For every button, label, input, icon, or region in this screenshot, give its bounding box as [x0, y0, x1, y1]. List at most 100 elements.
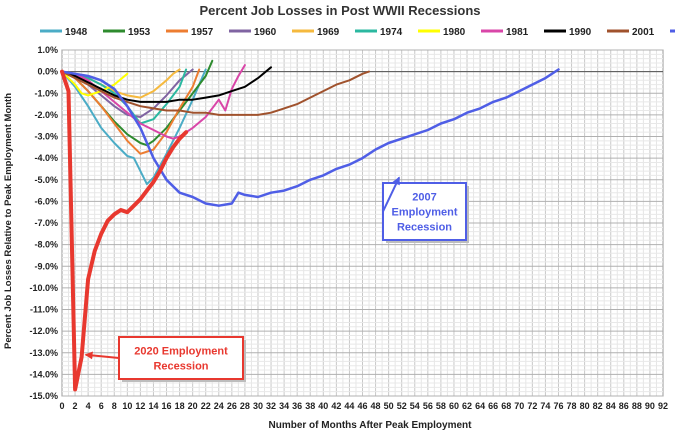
- x-tick-label: 90: [645, 401, 655, 411]
- legend-item-1953: 1953: [103, 27, 151, 38]
- legend-label: 1953: [128, 27, 151, 38]
- x-tick-label: 70: [514, 401, 524, 411]
- x-tick-label: 2: [73, 401, 78, 411]
- y-tick-label: -3.0%: [34, 132, 58, 142]
- x-tick-label: 84: [606, 401, 616, 411]
- x-tick-label: 56: [423, 401, 433, 411]
- series-line-2007: [60, 68, 560, 207]
- x-tick-label: 34: [279, 401, 289, 411]
- x-tick-label: 8: [112, 401, 117, 411]
- x-tick-label: 26: [227, 401, 237, 411]
- series-lines: [60, 59, 560, 392]
- y-tick-label: -6.0%: [34, 196, 58, 206]
- x-tick-label: 62: [462, 401, 472, 411]
- annotations: 2007 Employment Recession 2020 Employment Re…: [84, 176, 469, 382]
- x-tick-label: 14: [148, 401, 158, 411]
- series-line-2001: [61, 70, 370, 116]
- series-line-1980: [61, 70, 129, 97]
- x-tick-label: 12: [135, 401, 145, 411]
- x-tick-label: 32: [266, 401, 276, 411]
- x-tick-label: 80: [580, 401, 590, 411]
- series-line-2020: [60, 69, 189, 392]
- y-tick-label: -14.0%: [29, 369, 58, 379]
- x-tick-label: 46: [357, 401, 367, 411]
- y-tick-label: -10.0%: [29, 283, 58, 293]
- y-tick-label: -2.0%: [34, 110, 58, 120]
- x-tick-label: 30: [253, 401, 263, 411]
- y-tick-label: -1.0%: [34, 88, 58, 98]
- legend-label: 1990: [569, 27, 592, 38]
- x-tick-label: 44: [344, 401, 354, 411]
- legend-item-2007: 2007: [670, 29, 675, 33]
- legend-label: 1960: [254, 27, 277, 38]
- annotation-2007: 2007 Employment Recession: [382, 176, 469, 243]
- y-tick-label: 0.0%: [37, 67, 58, 77]
- x-tick-label: 64: [475, 401, 485, 411]
- x-tick-label: 52: [397, 401, 407, 411]
- x-tick-label: 0: [59, 401, 64, 411]
- annotation-text: Recession: [153, 361, 208, 373]
- x-tick-label: 38: [305, 401, 315, 411]
- y-tick-label: -12.0%: [29, 326, 58, 336]
- y-tick-label: -4.0%: [34, 153, 58, 163]
- legend-label: 1957: [191, 27, 214, 38]
- x-tick-label: 66: [488, 401, 498, 411]
- legend-label: 1948: [65, 27, 88, 38]
- legend-item-2001: 2001: [607, 27, 655, 38]
- x-tick-label: 16: [162, 401, 172, 411]
- legend-item-1980: 1980: [418, 27, 466, 38]
- annotation-text: Recession: [397, 222, 452, 234]
- series-line-1948: [61, 68, 207, 186]
- x-tick-label: 40: [318, 401, 328, 411]
- annotation-arrow: [84, 351, 120, 360]
- x-tick-label: 60: [449, 401, 459, 411]
- legend-label: 1969: [317, 27, 340, 38]
- annotation-box: [118, 336, 244, 380]
- x-tick-label: 50: [384, 401, 394, 411]
- x-tick-label: 20: [188, 401, 198, 411]
- x-tick-label: 28: [240, 401, 250, 411]
- legend-item-1960: 1960: [229, 27, 277, 38]
- x-tick-label: 58: [436, 401, 446, 411]
- y-tick-label: -8.0%: [34, 240, 58, 250]
- y-tick-label: -15.0%: [29, 391, 58, 401]
- legend-label: 1981: [506, 27, 529, 38]
- series-line-1990: [61, 66, 272, 103]
- legend-item-1981: 1981: [481, 27, 529, 38]
- legend-item-1957: 1957: [166, 27, 214, 38]
- x-tick-label: 78: [567, 401, 577, 411]
- x-tick-label: 22: [201, 401, 211, 411]
- x-tick-label: 82: [593, 401, 603, 411]
- x-tick-label: 10: [122, 401, 132, 411]
- x-tick-label: 54: [410, 401, 420, 411]
- annotation-arrow: [382, 176, 401, 212]
- x-tick-label: 24: [214, 401, 224, 411]
- x-tick-label: 86: [619, 401, 629, 411]
- y-axis: 1.0% 0.0% -1.0% -2.0% -3.0% -4.0% -5.0% -6.0% -7…: [29, 45, 58, 401]
- annotation-text: Employment: [391, 207, 457, 219]
- y-tick-label: 1.0%: [37, 45, 58, 55]
- legend-item-1948: 1948: [40, 27, 88, 38]
- x-tick-label: 18: [175, 401, 185, 411]
- legend-label: 1980: [443, 27, 466, 38]
- series-line-1957: [61, 68, 201, 155]
- x-tick-label: 48: [371, 401, 381, 411]
- y-tick-label: -11.0%: [30, 305, 58, 315]
- annotation-text: 2007: [412, 192, 436, 204]
- x-tick-label: 74: [540, 401, 550, 411]
- x-tick-label: 68: [501, 401, 511, 411]
- x-tick-label: 76: [553, 401, 563, 411]
- x-axis: 0 2 4 6 8 10 12 14 16 18 20 22 24 26 28 30 32 34 36 38 40 42 4…: [59, 401, 668, 411]
- y-tick-label: -7.0%: [34, 218, 58, 228]
- legend-item-1990: 1990: [544, 27, 592, 38]
- y-tick-label: -5.0%: [34, 175, 58, 185]
- annotation-2020: 2020 Employment Recession: [84, 336, 246, 382]
- legend-label: 2001: [632, 27, 655, 38]
- annotation-text: 2020 Employment: [134, 346, 228, 358]
- x-tick-label: 6: [99, 401, 104, 411]
- x-tick-label: 42: [331, 401, 341, 411]
- legend: 1948 1953 1957 1960 1969 1974 1980 1981 1990 2001…: [40, 27, 675, 38]
- x-axis-label: Number of Months After Peak Employment: [269, 420, 473, 431]
